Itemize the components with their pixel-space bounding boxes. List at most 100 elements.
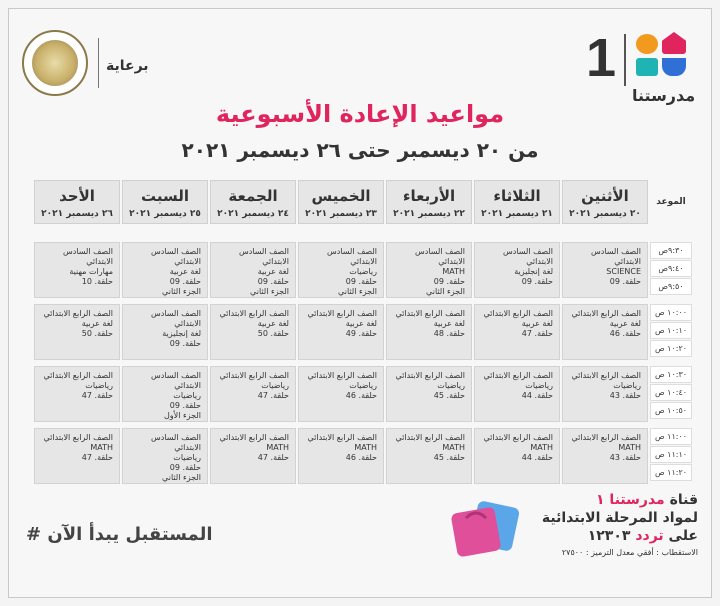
lesson-cell: الصف السادس الابتدائي SCIENCE حلقة. 09 (562, 242, 648, 298)
time-slot: ١٠:٤٠ ص (650, 384, 692, 401)
day-name: الأثنين (581, 187, 629, 205)
lesson-cell: الصف السادس الابتدائي MATH حلقة. 09 الجزء ا… (386, 242, 472, 298)
lesson-line: رياضيات (173, 453, 201, 462)
hashtag-slogan: # المستقبل يبدأ الآن (26, 524, 213, 545)
lesson-cell: الصف الرابع الابتدائي MATH حلقة. 43 (562, 428, 648, 484)
time-slot: ٩:٥٠ص (650, 278, 692, 295)
sponsor-label: برعاية (106, 58, 149, 74)
lesson-cell: الصف السادس الابتدائي رياضيات حلقة. 09 الجز… (298, 242, 384, 298)
day-name: السبت (140, 187, 190, 205)
channel-description: لمواد المرحلة الابتدائية (541, 510, 698, 526)
lesson-cell: الصف الرابع الابتدائي MATH حلقة. 44 (474, 428, 560, 484)
lesson-line: الصف الرابع الابتدائي (483, 309, 554, 318)
lesson-cell: الصف الرابع الابتدائي MATH حلقة. 46 (298, 428, 384, 484)
lesson-line: رياضيات (173, 391, 201, 400)
day-date: ٢٤ ديسمبر ٢٠٢١ (217, 209, 289, 219)
lesson-line: حلقة. 46 (345, 453, 377, 462)
lesson-line: لغة إنجليزية (514, 267, 553, 276)
time-slot: ٩:٤٠ص (650, 260, 692, 277)
lesson-cell: الصف السادس الابتدائي لغة إنجليزية حلقة. 0… (122, 304, 208, 360)
lesson-line: لغة عربية (521, 319, 553, 328)
day-name: الخميس (311, 187, 371, 205)
lesson-line: رياضيات (349, 381, 377, 390)
lesson-cell: الصف السادس الابتدائي رياضيات حلقة. 09 الجز… (122, 428, 208, 484)
lesson-line: حلقة. 43 (609, 391, 641, 400)
channel-prefix: قناة (669, 492, 698, 508)
lesson-line: الصف الرابع الابتدائي (571, 371, 642, 380)
lesson-line: الصف السادس الابتدائي (151, 371, 201, 390)
time-slot: ١٠:٥٠ ص (650, 402, 692, 419)
time-slot: ٩:٣٠ص (650, 242, 692, 259)
channel-name: مدرستنا ١ (596, 492, 665, 508)
lesson-line: الصف الرابع الابتدائي (43, 309, 114, 318)
lesson-line: حلقة. 09 (433, 277, 465, 286)
lesson-line: حلقة. 09 (169, 401, 201, 410)
lesson-line: الصف الرابع الابتدائي (219, 371, 290, 380)
day-name: الأحد (59, 187, 95, 205)
lesson-line: حلقة. 47 (81, 453, 113, 462)
lesson-line: حلقة. 09 (345, 277, 377, 286)
lesson-line: حلقة. 10 (81, 277, 113, 286)
lesson-line: الجزء الثاني (426, 287, 465, 296)
lesson-line: الصف الرابع الابتدائي (307, 433, 378, 442)
lesson-line: رياضيات (437, 381, 465, 390)
day-header: الخميس ٢٣ ديسمبر ٢٠٢١ (298, 180, 384, 224)
day-date: ٢٢ ديسمبر ٢٠٢١ (393, 209, 465, 219)
lesson-cell: الصف الرابع الابتدائي لغة عربية حلقة. 49 (298, 304, 384, 360)
lesson-line: حلقة. 47 (257, 453, 289, 462)
time-slot: ١١:٢٠ ص (650, 464, 692, 481)
lesson-line: رياضيات (349, 267, 377, 276)
lesson-line: MATH (266, 443, 289, 452)
lesson-line: الصف السادس الابتدائي (327, 247, 377, 266)
lesson-line: الصف الرابع الابتدائي (483, 433, 554, 442)
lesson-line: MATH (442, 443, 465, 452)
lesson-line: رياضيات (261, 381, 289, 390)
lesson-line: الصف الرابع الابتدائي (395, 433, 466, 442)
day-date: ٢٠ ديسمبر ٢٠٢١ (569, 209, 641, 219)
logo-number: 1 (586, 28, 617, 88)
ministry-seal-logo (22, 30, 88, 96)
logo-divider (624, 34, 626, 86)
lesson-cell: الصف الرابع الابتدائي رياضيات حلقة. 47 (210, 366, 296, 422)
lesson-line: SCIENCE (606, 267, 641, 276)
lesson-line: الصف الرابع الابتدائي (43, 371, 114, 380)
lesson-cell: الصف الرابع الابتدائي لغة عربية حلقة. 46 (562, 304, 648, 360)
schedule-table: الموعد الأثنين ٢٠ ديسمبر ٢٠٢١ الثلاثاء ٢١ د… (28, 180, 692, 484)
lesson-line: حلقة. 09 (257, 277, 289, 286)
lesson-line: حلقة. 45 (433, 453, 465, 462)
eagle-emblem-icon (32, 40, 78, 86)
lesson-line: لغة عربية (257, 319, 289, 328)
lesson-line: الصف الرابع الابتدائي (307, 371, 378, 380)
lesson-line: حلقة. 46 (609, 329, 641, 338)
lesson-line: رياضيات (525, 381, 553, 390)
lesson-line: حلقة. 50 (81, 329, 113, 338)
lesson-cell: الصف الرابع الابتدائي رياضيات حلقة. 46 (298, 366, 384, 422)
lesson-line: الصف الرابع الابتدائي (483, 371, 554, 380)
lesson-line: رياضيات (613, 381, 641, 390)
lesson-cell: الصف الرابع الابتدائي رياضيات حلقة. 45 (386, 366, 472, 422)
lesson-cell: الصف السادس الابتدائي رياضيات حلقة. 09 الجز… (122, 366, 208, 422)
poster-frame (8, 8, 712, 598)
madrasetna-logo: 1 مدرستنا (586, 28, 696, 110)
lesson-cell: الصف الرابع الابتدائي لغة عربية حلقة. 48 (386, 304, 472, 360)
lesson-line: الصف الرابع الابتدائي (43, 433, 114, 442)
lesson-line: الصف الرابع الابتدائي (219, 309, 290, 318)
day-date: ٢٦ ديسمبر ٢٠٢١ (41, 209, 113, 219)
lesson-cell: الصف السادس الابتدائي لغة إنجليزية حلقة. 0… (474, 242, 560, 298)
lesson-line: لغة عربية (345, 319, 377, 328)
page-subtitle: من ٢٠ ديسمبر حتى ٢٦ ديسمبر ٢٠٢١ (181, 138, 539, 162)
lesson-line: الصف الرابع الابتدائي (571, 433, 642, 442)
lesson-line: الصف الرابع الابتدائي (219, 433, 290, 442)
lesson-line: الجزء الثاني (162, 287, 201, 296)
day-header: الثلاثاء ٢١ ديسمبر ٢٠٢١ (474, 180, 560, 224)
lesson-cell: الصف الرابع الابتدائي MATH حلقة. 47 (210, 428, 296, 484)
lesson-line: حلقة. 45 (433, 391, 465, 400)
time-column-header: الموعد (656, 197, 686, 207)
freq-prefix: على (668, 528, 698, 544)
day-header: الأثنين ٢٠ ديسمبر ٢٠٢١ (562, 180, 648, 224)
lesson-line: حلقة. 46 (345, 391, 377, 400)
lesson-cell: الصف الرابع الابتدائي لغة عربية حلقة. 47 (474, 304, 560, 360)
day-header: الأحد ٢٦ ديسمبر ٢٠٢١ (34, 180, 120, 224)
lesson-line: لغة عربية (169, 267, 201, 276)
lesson-cell: الصف الرابع الابتدائي رياضيات حلقة. 44 (474, 366, 560, 422)
